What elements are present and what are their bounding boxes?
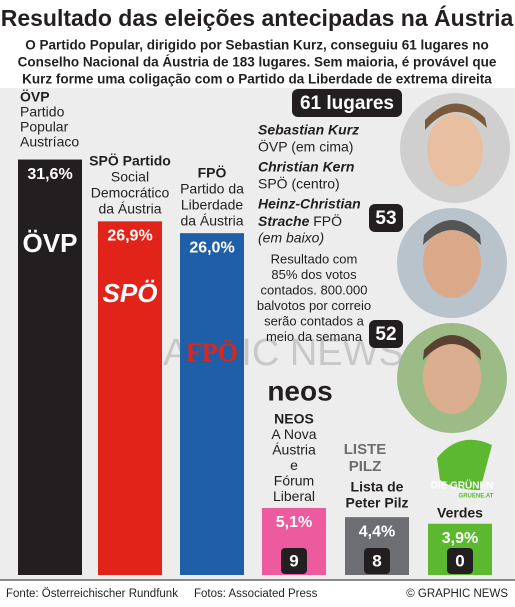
- note: serão contados a: [264, 313, 365, 328]
- seat-box: [369, 204, 403, 232]
- footer-photos: Fotos: Associated Press: [194, 588, 318, 600]
- party-logo: SPÖ: [103, 278, 158, 308]
- category-label: Liberdade: [181, 197, 243, 213]
- party-logo: FPÖ: [186, 338, 238, 367]
- category-label: Partido: [20, 104, 65, 120]
- bar: [98, 221, 162, 575]
- seat-label: 61 lugares: [300, 93, 394, 114]
- footer-credit: © GRAPHIC NEWS: [406, 588, 508, 600]
- bar: [18, 159, 82, 575]
- note: balvotos por correio: [257, 298, 371, 313]
- category-label: da Áustria: [98, 201, 161, 217]
- party-logo: ÖVP: [23, 228, 78, 258]
- category-label: Verdes: [437, 505, 483, 521]
- value-label: 26,9%: [107, 228, 152, 245]
- note: 85% dos votos: [271, 267, 357, 282]
- seat-count: 0: [455, 551, 464, 570]
- seat-count: 61: [300, 93, 322, 114]
- category-label: Peter Pilz: [345, 495, 408, 511]
- value-label: 31,6%: [27, 166, 72, 183]
- seat-box: [364, 548, 390, 574]
- category-label: Austríaco: [20, 134, 79, 150]
- category-label: ÖVP: [20, 89, 50, 105]
- photos: [397, 93, 510, 433]
- value-label: 3,9%: [442, 530, 478, 547]
- category-label: Social: [111, 169, 149, 185]
- person-name: Sebastian Kurz: [258, 122, 359, 138]
- party-logo: GRUENE.AT: [459, 494, 494, 500]
- value-label: 26,0%: [189, 239, 234, 256]
- seat-count: 8: [372, 551, 381, 570]
- footer-source: Fonte: Österreichischer Rundfunk: [6, 588, 178, 600]
- category-label: NEOS: [274, 411, 314, 427]
- person-party: FPÖ: [313, 212, 342, 229]
- seat-box: [447, 548, 473, 574]
- person-role: SPÖ (centro): [258, 175, 340, 192]
- subtitle: Kurz forme uma coligação com o Partido d…: [22, 72, 492, 87]
- category-label: FPÖ: [198, 165, 227, 181]
- party-logo: neos: [267, 375, 332, 406]
- seat-box: [281, 548, 307, 574]
- bar: [180, 233, 244, 576]
- person-name: Heinz-Christian: [258, 196, 361, 212]
- category-label: Popular: [20, 119, 69, 135]
- category-label: Partido da: [180, 181, 244, 197]
- party-logo: DIE GRÜNEN: [431, 479, 494, 492]
- logo-shape: [437, 439, 492, 490]
- seat-box: [369, 320, 403, 348]
- value-label: 4,4%: [359, 523, 395, 540]
- category-label: da Áustria: [180, 213, 243, 229]
- category-label: Liberal: [273, 488, 315, 504]
- category-label: e: [290, 457, 298, 473]
- person-name: Christian Kern: [258, 159, 354, 175]
- person-line: Strache FPÖ: [258, 212, 342, 229]
- seat-count: 9: [289, 551, 298, 570]
- party-logo: LISTE: [344, 441, 387, 458]
- category-label: SPÖ Partido: [89, 153, 171, 169]
- category-label: Lista de: [351, 479, 404, 495]
- seat-unit: lugares: [326, 93, 394, 114]
- subtitle: Conselho Nacional da Áustria de 183 luga…: [18, 55, 497, 70]
- note: meio da semana: [266, 329, 363, 344]
- note: Resultado com: [271, 251, 358, 266]
- seat-count: 53: [375, 208, 396, 229]
- subtitle: O Partido Popular, dirigido por Sebastia…: [25, 38, 489, 53]
- person-name: Strache: [258, 213, 310, 229]
- value-label: 5,1%: [276, 514, 312, 531]
- note: contados. 800.000: [261, 282, 368, 297]
- category-label: Democrático: [91, 185, 170, 201]
- category-label: Fórum: [274, 473, 314, 489]
- person-role: (em baixo): [258, 230, 324, 246]
- chart-title: Resultado das eleições antecipadas na Áu…: [1, 4, 514, 31]
- party-logo: PILZ: [349, 458, 382, 475]
- seat-box: [292, 89, 402, 117]
- category-label: Áustria: [272, 442, 316, 458]
- category-label: A Nova: [271, 426, 316, 442]
- seat-count: 52: [375, 324, 396, 345]
- person-role: ÖVP (em cima): [258, 138, 353, 155]
